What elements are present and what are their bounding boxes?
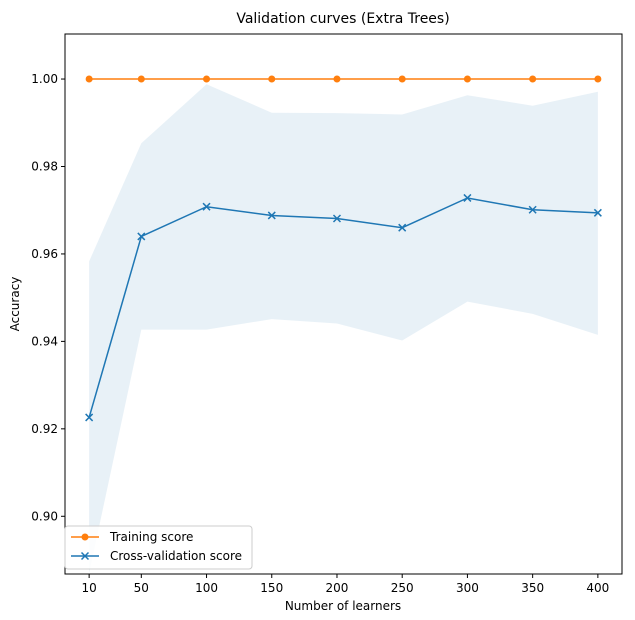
- y-axis-ticks: 0.90 0.92 0.94 0.96 0.98 1.00: [31, 72, 65, 523]
- x-tick-label-200: 200: [326, 581, 349, 595]
- legend: Training score Cross-validation score: [64, 525, 253, 570]
- x-tick-label-10: 10: [81, 581, 96, 595]
- point-training-350: [529, 75, 537, 83]
- point-training-250: [398, 75, 406, 83]
- x-tick-label-400: 400: [586, 581, 609, 595]
- x-tick-label-350: 350: [521, 581, 544, 595]
- point-training-150: [268, 75, 276, 83]
- point-training-300: [463, 75, 471, 83]
- point-cv-100: [202, 202, 211, 211]
- y-tick-label-0.96: 0.96: [31, 247, 58, 261]
- point-training-10: [85, 75, 93, 83]
- legend-marker-cv: [80, 551, 90, 561]
- y-tick-label-0.98: 0.98: [31, 159, 58, 173]
- chart-title: Validation curves (Extra Trees): [236, 11, 449, 27]
- legend-marker-training: [81, 533, 89, 541]
- x-tick-label-300: 300: [456, 581, 479, 595]
- confidence-bands: [89, 84, 598, 574]
- point-training-400: [594, 75, 602, 83]
- y-tick-label-1.00: 1.00: [31, 72, 58, 86]
- y-tick-label-0.94: 0.94: [31, 334, 58, 348]
- x-tick-label-250: 250: [391, 581, 414, 595]
- point-cv-350: [528, 205, 537, 214]
- point-cv-400: [593, 208, 602, 217]
- plot-frame: [64, 33, 623, 575]
- x-axis-ticks: 10 50 100 150 200 250 300 350 400: [81, 574, 609, 595]
- x-tick-label-150: 150: [260, 581, 283, 595]
- point-training-100: [203, 75, 211, 83]
- point-training-50: [137, 75, 145, 83]
- point-training-200: [333, 75, 341, 83]
- legend-label-cv: Cross-validation score: [110, 549, 242, 563]
- x-tick-label-50: 50: [134, 581, 149, 595]
- series-markers: [85, 75, 602, 422]
- point-cv-50: [137, 232, 146, 241]
- legend-label-training: Training score: [109, 530, 193, 544]
- legend-box: [64, 525, 253, 570]
- band-cv: [89, 84, 598, 574]
- y-tick-label-0.90: 0.90: [31, 509, 58, 523]
- y-tick-label-0.92: 0.92: [31, 422, 58, 436]
- point-cv-150: [267, 211, 276, 220]
- point-cv-10: [85, 413, 94, 422]
- point-cv-200: [332, 214, 342, 223]
- y-axis-label: Accuracy: [8, 277, 22, 332]
- x-tick-label-100: 100: [195, 581, 218, 595]
- x-axis-label: Number of learners: [285, 599, 401, 613]
- point-cv-250: [398, 223, 407, 232]
- point-cv-300: [463, 193, 472, 202]
